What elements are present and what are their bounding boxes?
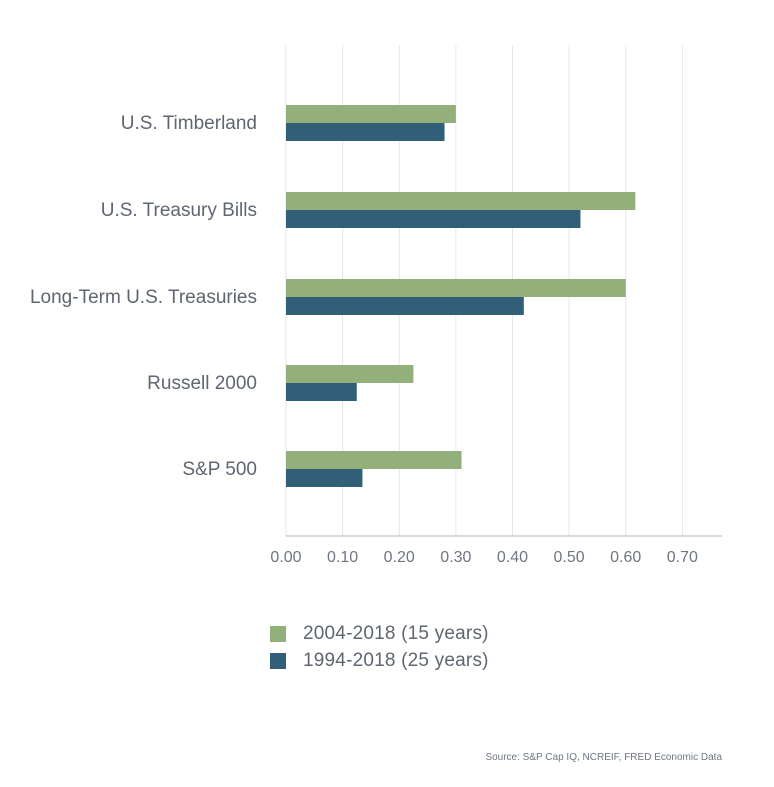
category-label: S&P 500 xyxy=(182,459,257,480)
legend: 2004-2018 (15 years) 1994-2018 (25 years… xyxy=(270,620,489,674)
bar-series-b xyxy=(286,383,357,401)
bar-series-a xyxy=(286,365,414,383)
legend-label-series-b: 1994-2018 (25 years) xyxy=(303,649,489,671)
category-label: Russell 2000 xyxy=(147,373,257,394)
bar-series-b xyxy=(286,123,445,141)
category-label: U.S. Timberland xyxy=(121,113,257,134)
x-axis-ticks: 0.00 0.10 0.20 0.30 0.40 0.50 0.60 0.70 xyxy=(270,549,698,566)
bar-series-a xyxy=(286,279,626,297)
legend-swatch-series-a xyxy=(270,625,286,642)
legend-item-series-a: 2004-2018 (15 years) xyxy=(270,620,489,647)
x-tick-label: 0.30 xyxy=(440,549,471,566)
legend-item-series-b: 1994-2018 (25 years) xyxy=(270,647,489,674)
x-tick-label: 0.00 xyxy=(270,549,301,566)
category-labels: U.S. Timberland U.S. Treasury Bills Long-T… xyxy=(30,113,257,480)
bars xyxy=(286,105,636,487)
bar-series-a xyxy=(286,451,462,469)
bar-series-b xyxy=(286,469,363,487)
x-tick-label: 0.70 xyxy=(667,549,698,566)
x-tick-label: 0.10 xyxy=(327,549,358,566)
bar-series-a xyxy=(286,192,636,210)
category-label: U.S. Treasury Bills xyxy=(101,200,257,221)
category-label: Long-Term U.S. Treasuries xyxy=(30,287,257,308)
legend-label-series-a: 2004-2018 (15 years) xyxy=(303,622,489,644)
x-tick-label: 0.60 xyxy=(610,549,641,566)
bar-chart: U.S. Timberland U.S. Treasury Bills Long-T… xyxy=(30,45,722,566)
bar-series-a xyxy=(286,105,456,123)
bar-series-b xyxy=(286,210,581,228)
legend-swatch-series-b xyxy=(270,652,286,669)
source-note: Source: S&P Cap IQ, NCREIF, FRED Economi… xyxy=(485,752,722,763)
x-tick-label: 0.40 xyxy=(497,549,528,566)
x-tick-label: 0.50 xyxy=(554,549,585,566)
x-tick-label: 0.20 xyxy=(384,549,415,566)
bar-series-b xyxy=(286,297,524,315)
